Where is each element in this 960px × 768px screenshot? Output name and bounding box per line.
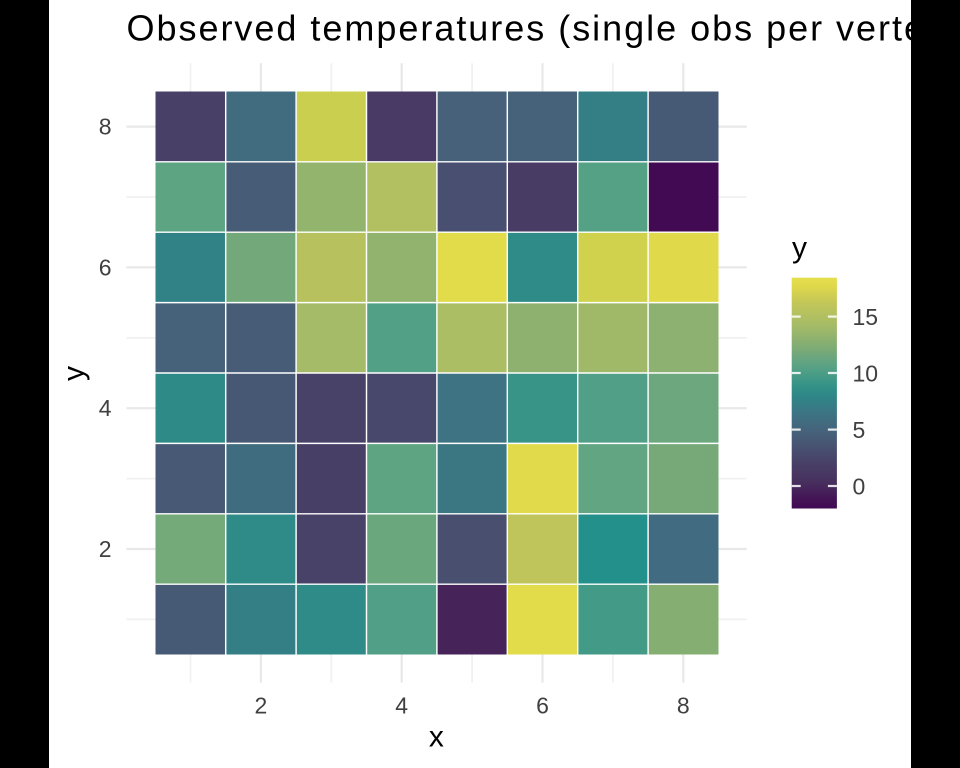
svg-text:8: 8 (99, 113, 112, 139)
svg-text:Observed temperatures (single: Observed temperatures (single obs per ve… (127, 8, 912, 49)
svg-text:y: y (792, 232, 807, 265)
svg-text:6: 6 (99, 254, 112, 280)
svg-text:5: 5 (853, 417, 866, 443)
svg-text:10: 10 (853, 361, 879, 387)
svg-text:2: 2 (99, 536, 112, 562)
svg-text:x: x (429, 721, 444, 754)
svg-text:8: 8 (677, 693, 690, 719)
svg-text:y: y (58, 366, 91, 381)
svg-text:15: 15 (853, 304, 879, 330)
svg-text:4: 4 (99, 395, 112, 421)
svg-text:2: 2 (255, 693, 268, 719)
svg-text:0: 0 (853, 474, 866, 500)
svg-text:6: 6 (536, 693, 549, 719)
svg-text:4: 4 (395, 693, 408, 719)
